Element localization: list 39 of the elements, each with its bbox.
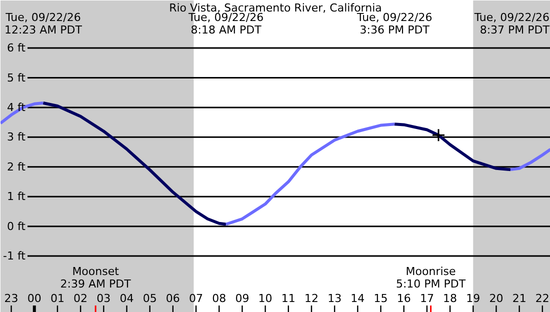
y-tick-label: 4 ft <box>7 100 26 114</box>
annotation: Tue, 09/22/26 12:23 AM PDT <box>4 11 82 36</box>
x-tick-label: 09 <box>235 292 250 305</box>
x-tick-label: 01 <box>50 292 64 305</box>
x-tick-label: 19 <box>466 292 480 305</box>
x-tick-label: 05 <box>142 292 157 305</box>
x-tick-label: 16 <box>396 292 411 305</box>
x-tick-label: 06 <box>166 292 180 305</box>
x-tick-label: 07 <box>189 292 204 305</box>
annotation: Tue, 09/22/26 8:37 PM PDT <box>473 11 550 36</box>
annotation: Tue, 09/22/26 3:36 PM PDT <box>356 11 432 36</box>
y-tick-label: -1 ft <box>3 250 26 263</box>
x-tick-label: 14 <box>350 292 365 305</box>
x-tick-label: 11 <box>281 292 296 305</box>
x-tick-label: 13 <box>328 292 342 305</box>
x-tick-label: 12 <box>304 292 318 305</box>
x-tick-label: 00 <box>27 292 42 305</box>
annotation: Tue, 09/22/26 8:18 AM PDT <box>187 11 264 36</box>
y-tick-label: 0 ft <box>7 220 26 233</box>
x-tick-label: 17 <box>420 292 434 305</box>
x-tick-label: 10 <box>258 292 272 305</box>
x-tick-label: 18 <box>443 292 458 305</box>
x-tick-label: 21 <box>512 292 526 305</box>
y-tick-label: 2 ft <box>7 160 26 174</box>
x-tick-label: 03 <box>96 292 111 305</box>
annotation: Moonset 2:39 AM PDT <box>60 265 132 290</box>
x-tick-label: 23 <box>4 292 18 305</box>
x-tick-label: 22 <box>535 292 550 305</box>
y-tick-label: 1 ft <box>7 190 26 204</box>
x-tick-label: 08 <box>212 292 226 305</box>
annotation: Moonrise 5:10 PM PDT <box>396 265 466 290</box>
x-tick-label: 20 <box>489 292 504 305</box>
x-tick-label: 04 <box>120 292 134 305</box>
line-series <box>0 102 45 125</box>
y-tick-label: 6 ft <box>7 42 26 55</box>
y-tick-label: 5 ft <box>7 71 26 84</box>
x-tick-label: 15 <box>374 292 388 305</box>
x-tick-label: 02 <box>74 292 88 305</box>
y-tick-label: 3 ft <box>7 130 26 144</box>
